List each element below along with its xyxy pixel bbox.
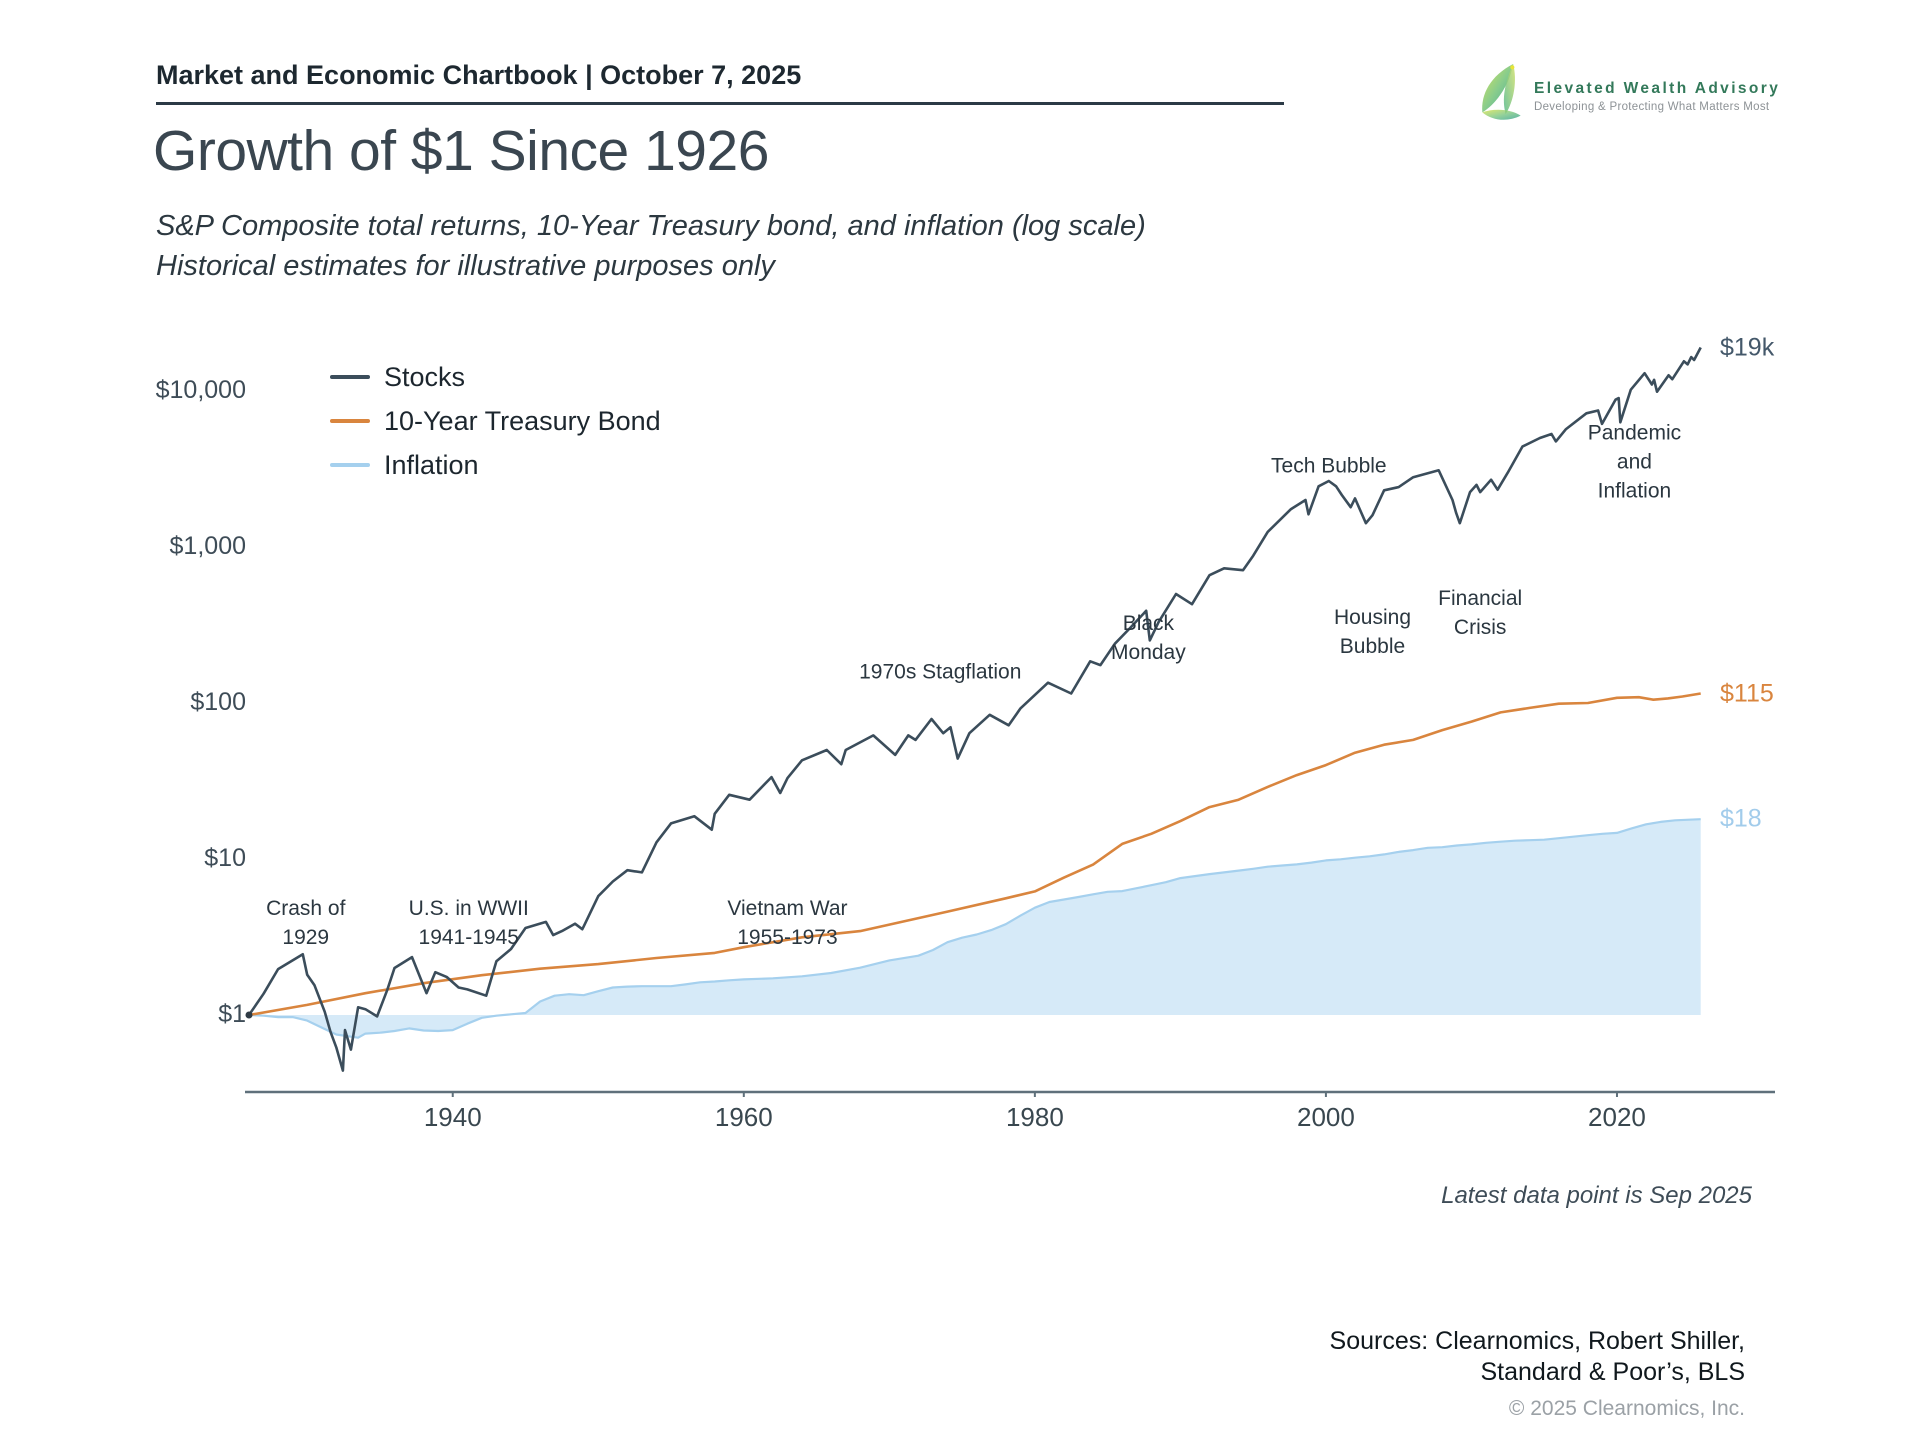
inflation-end-value-label: $18: [1720, 804, 1762, 833]
brand-tagline: Developing & Protecting What Matters Mos…: [1534, 101, 1770, 113]
stocks-end-value-label: $19k: [1720, 333, 1775, 361]
bond-line: [248, 692, 1701, 1017]
legend-item: 10-Year Treasury Bond: [330, 399, 661, 443]
inflation-line: [248, 818, 1701, 1039]
event-annotation: Tech Bubble: [1271, 454, 1387, 478]
chartbook-header: Market and Economic Chartbook | October …: [156, 60, 802, 90]
bond-end-value-label: $115: [1720, 679, 1774, 708]
y-tick-label: $1,000: [169, 532, 246, 560]
series-start-marker: [245, 1011, 253, 1019]
event-annotation: Black Monday: [1111, 611, 1186, 664]
brand-logo: Elevated Wealth Advisory Developing & Pr…: [1474, 62, 1780, 131]
latest-data-footnote: Latest data point is Sep 2025: [1441, 1182, 1752, 1209]
sources-block: Sources: Clearnomics, Robert Shiller, St…: [1330, 1326, 1745, 1424]
legend-label: Inflation: [384, 449, 479, 480]
event-annotation: Financial Crisis: [1438, 586, 1523, 639]
x-tick-label: 1960: [714, 1102, 773, 1132]
sources-line-2: Standard & Poor’s, BLS: [1480, 1358, 1745, 1386]
subtitle-line-1: S&P Composite total returns, 10-Year Tre…: [156, 210, 1146, 242]
x-tick-label: 2020: [1588, 1102, 1646, 1132]
event-annotation: 1970s Stagflation: [859, 660, 1022, 684]
event-annotation: Pandemic and Inflation: [1587, 421, 1682, 503]
legend-label: 10-Year Treasury Bond: [384, 405, 661, 436]
subtitle-line-2: Historical estimates for illustrative pu…: [156, 250, 775, 282]
chart-legend: Stocks 10-Year Treasury Bond Inflation: [330, 355, 661, 487]
legend-item: Inflation: [330, 443, 661, 487]
brand-name: Elevated Wealth Advisory: [1534, 80, 1781, 97]
y-tick-label: $10: [204, 844, 246, 872]
x-tick-label: 1940: [423, 1102, 482, 1132]
legend-swatch-icon: [330, 419, 370, 423]
legend-item: Stocks: [330, 355, 661, 399]
y-tick-label: $100: [190, 688, 246, 716]
legend-swatch-icon: [330, 463, 370, 467]
event-annotation: Crash of 1929: [266, 896, 346, 949]
page-title: Growth of $1 Since 1926: [153, 119, 769, 183]
event-annotation: Vietnam War 1955-1973: [727, 896, 848, 949]
page-subtitle: S&P Composite total returns, 10-Year Tre…: [156, 206, 1146, 286]
header-divider: [156, 102, 1284, 105]
y-tick-label: $1: [218, 1000, 246, 1028]
legend-label: Stocks: [384, 361, 466, 392]
x-tick-label: 1980: [1005, 1102, 1064, 1132]
event-annotation: U.S. in WWII 1941-1945: [408, 896, 529, 949]
stocks-line: [247, 346, 1702, 1072]
legend-swatch-icon: [330, 375, 370, 379]
sources-line-1: Sources: Clearnomics, Robert Shiller,: [1329, 1327, 1745, 1355]
leaf-logo-icon: [1474, 62, 1524, 131]
event-annotation: Housing Bubble: [1333, 606, 1412, 659]
inflation-area: [249, 819, 1701, 1038]
y-tick-label: $10,000: [155, 376, 246, 404]
copyright: © 2025 Clearnomics, Inc.: [1508, 1397, 1745, 1420]
x-tick-label: 2000: [1297, 1102, 1355, 1132]
